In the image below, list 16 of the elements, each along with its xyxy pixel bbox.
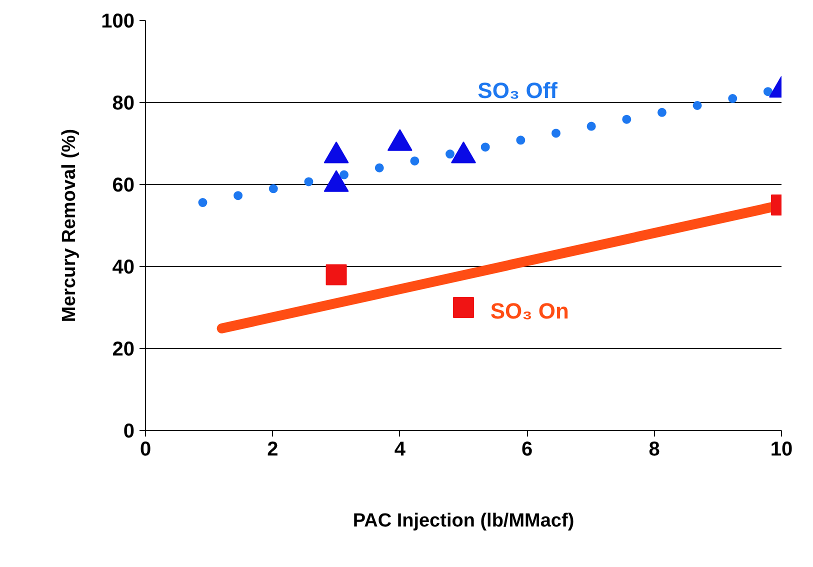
y-tick-label: 80 <box>112 92 135 114</box>
y-axis-title: Mercury Removal (%) <box>59 128 80 322</box>
y-tick-label: 40 <box>112 256 135 278</box>
x-tick-label: 10 <box>770 438 793 460</box>
series-label: SO₃ Off <box>478 78 558 103</box>
series-label: SO₃ On <box>490 298 569 324</box>
x-tick-label: 0 <box>140 438 152 460</box>
x-tick-label: 8 <box>648 438 660 460</box>
y-tick-label: 100 <box>101 10 135 32</box>
x-tick-label: 6 <box>522 438 533 460</box>
y-tick-label: 0 <box>123 420 134 442</box>
x-axis-title: PAC Injection (lb/MMacf) <box>352 510 574 532</box>
y-tick-label: 60 <box>112 174 135 196</box>
y-tick-label: 20 <box>112 338 135 360</box>
x-tick-label: 2 <box>267 438 278 460</box>
x-tick-label: 4 <box>394 438 406 460</box>
